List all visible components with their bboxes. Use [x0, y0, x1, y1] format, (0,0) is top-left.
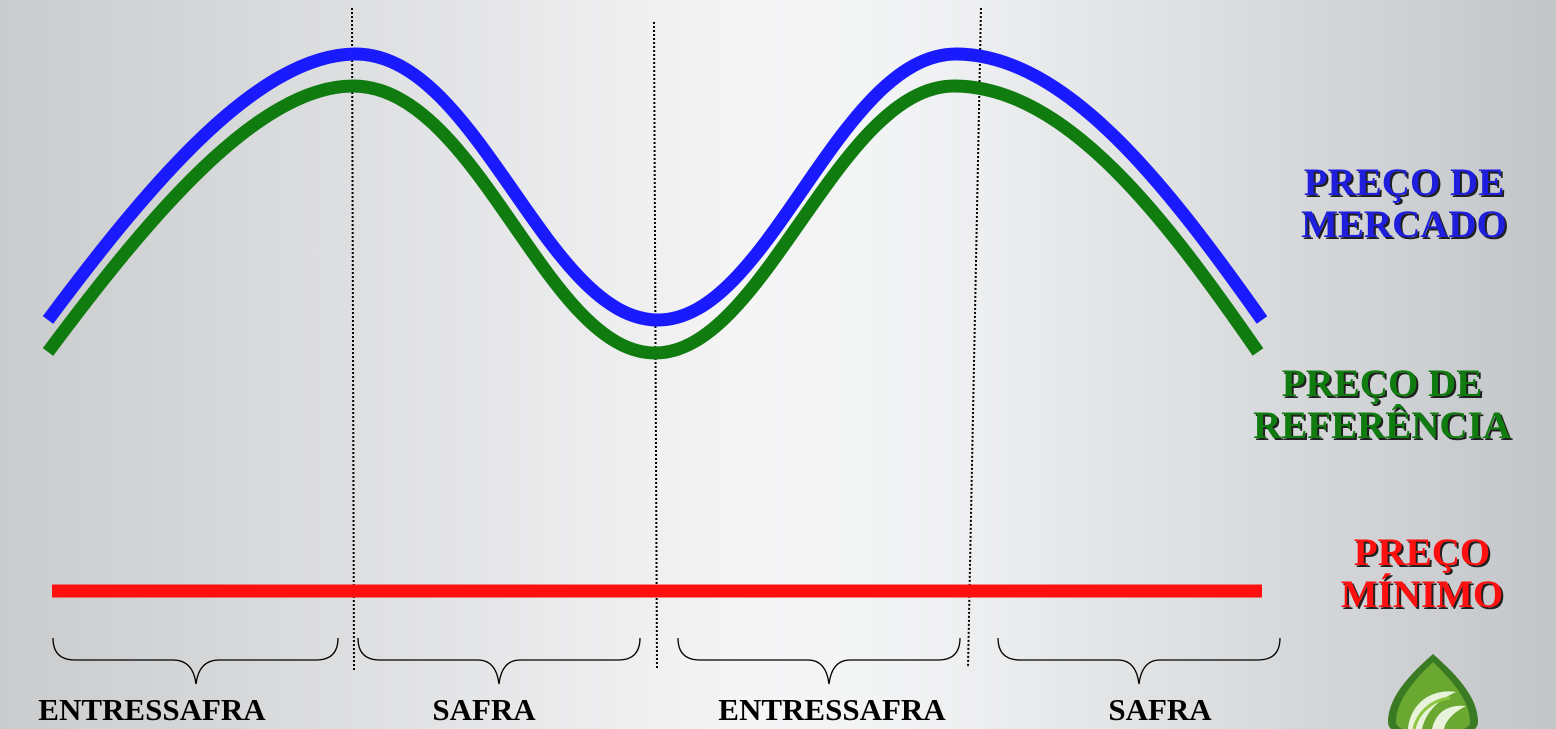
minimum-price-label-line1: PREÇO [1353, 531, 1491, 574]
minimum-price-label-line2: MÍNIMO [1340, 573, 1504, 616]
reference-price-curve [42, 79, 1264, 360]
period-brace-1 [52, 637, 339, 685]
period-label-2: SAFRA [432, 692, 536, 727]
divider-line-3 [967, 7, 982, 669]
reference-price-label-line2: REFERÊNCIA [1253, 404, 1511, 447]
leaf-drop-logo-icon [1388, 654, 1478, 729]
market-price-label-line2: MERCADO [1301, 203, 1507, 246]
reference-price-label-line1: PREÇO DE [1281, 362, 1483, 405]
period-label-1: ENTRESSAFRA [38, 692, 266, 727]
minimum-price-label: PREÇO MÍNIMO [1312, 532, 1532, 616]
period-brace-2 [357, 637, 641, 685]
period-brace-4 [997, 637, 1281, 685]
reference-price-label: PREÇO DE REFERÊNCIA [1222, 363, 1542, 447]
period-label-4: SAFRA [1108, 692, 1212, 727]
market-price-label-line1: PREÇO DE [1303, 161, 1505, 204]
period-label-3: ENTRESSAFRA [718, 692, 946, 727]
period-brace-3 [677, 637, 961, 685]
divider-line-1 [351, 7, 355, 671]
market-price-label: PREÇO DE MERCADO [1284, 162, 1524, 246]
market-price-curve [42, 47, 1268, 327]
divider-line-2 [653, 21, 658, 669]
